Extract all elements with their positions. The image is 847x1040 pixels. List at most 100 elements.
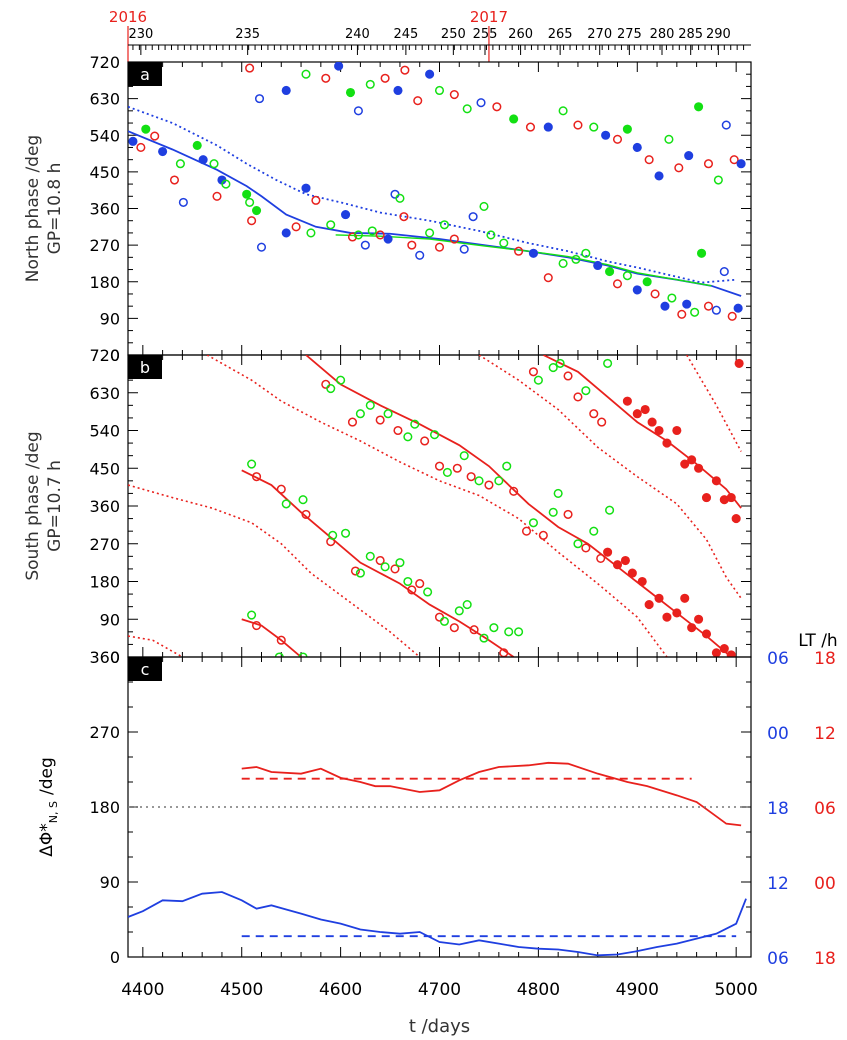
x-tick-label: 4700 [418, 980, 461, 1000]
data-point [622, 271, 632, 281]
series-line [241, 761, 742, 827]
data-point [581, 543, 591, 553]
data-point [711, 305, 721, 315]
data-point [664, 134, 674, 144]
fit-line-dotted-red [686, 355, 742, 452]
data-point [589, 526, 599, 536]
data-point [274, 652, 284, 657]
data-point [321, 73, 331, 83]
data-point [178, 197, 188, 207]
data-point [533, 375, 543, 385]
data-point [276, 635, 286, 645]
y-tick-label: 0 [110, 346, 120, 365]
data-point [395, 558, 405, 568]
data-point [407, 585, 417, 595]
data-point [589, 409, 599, 419]
lt-label-red: 00 [814, 874, 836, 894]
data-point [365, 400, 375, 410]
x-tick-label: 4400 [121, 980, 164, 1000]
data-point [367, 226, 377, 236]
data-point [543, 273, 553, 283]
data-point [632, 142, 642, 153]
data-point [555, 358, 565, 368]
top-axis-tick-label: 245 [393, 27, 418, 42]
y-tick-label: 540 [89, 422, 120, 441]
data-point [298, 495, 308, 505]
y-label-unit: /deg [37, 757, 57, 795]
data-point [434, 612, 445, 622]
data-point [660, 301, 670, 311]
year-label: 2016 [109, 8, 147, 26]
data-point [697, 248, 707, 258]
data-point [449, 90, 459, 100]
y-tick-label: 180 [89, 798, 120, 817]
data-point [644, 600, 654, 610]
top-axis-tick-label: 250 [441, 27, 466, 42]
data-point [353, 230, 363, 240]
top-axis-tick-label: 270 [587, 27, 612, 42]
y-label-sub: N, S [47, 801, 60, 823]
data-point [410, 419, 420, 429]
data-point [479, 201, 489, 212]
data-point [169, 175, 180, 185]
data-point [276, 484, 286, 494]
data-point [640, 404, 650, 415]
y-label-main: ΔΦ* [37, 823, 57, 857]
data-point [393, 85, 403, 96]
data-point [677, 309, 687, 319]
top-axis-tick-label: 230 [128, 27, 153, 42]
data-point [403, 432, 413, 442]
fit-line-dotted-blue [128, 105, 737, 284]
data-point [355, 568, 365, 578]
data-point [719, 644, 729, 654]
data-point [682, 299, 692, 309]
data-point [452, 463, 462, 473]
data-point [439, 220, 449, 230]
lt-label-red: 18 [814, 649, 836, 669]
data-point [326, 537, 336, 547]
data-point [729, 155, 739, 165]
data-point [644, 155, 654, 165]
data-point [632, 285, 642, 295]
data-point [468, 212, 478, 222]
y-tick-label: 90 [100, 610, 120, 629]
data-point [141, 124, 151, 134]
data-point [407, 240, 417, 250]
data-point [375, 415, 385, 425]
y-axis-label: North phase /deg [23, 135, 43, 282]
data-point [247, 216, 257, 226]
y-tick-label: 360 [89, 648, 120, 667]
data-point [328, 530, 338, 540]
panel-plot-area [128, 355, 744, 657]
y-tick-label: 270 [89, 535, 120, 554]
data-point [311, 195, 321, 205]
data-point [347, 232, 358, 242]
data-point [254, 94, 265, 104]
data-point [662, 438, 672, 448]
data-point [690, 307, 700, 317]
data-point [711, 476, 721, 486]
y-axis-label: ΔΦ*N, S/deg [37, 757, 60, 857]
data-point [672, 608, 682, 618]
data-point [622, 124, 632, 134]
data-point [434, 461, 445, 471]
fit-line-red [241, 618, 302, 657]
data-point [525, 122, 536, 132]
data-point [350, 566, 360, 576]
data-point [703, 301, 714, 311]
data-point [375, 555, 385, 566]
data-point [603, 358, 613, 368]
top-axis-tick-label: 240 [345, 27, 370, 42]
data-point [439, 616, 449, 626]
data-point [415, 579, 425, 589]
panel-tag: c [141, 660, 150, 679]
top-axis-tick-label: 285 [678, 27, 703, 42]
data-point [245, 197, 255, 207]
x-axis: 4400 4500 4600 4700 4800 4900 5000 t /days [121, 980, 758, 1037]
data-point [476, 98, 486, 108]
y-tick-label: 630 [89, 384, 120, 403]
data-point [627, 568, 637, 578]
data-point [484, 480, 494, 490]
data-point [360, 240, 370, 250]
data-point [341, 528, 351, 538]
